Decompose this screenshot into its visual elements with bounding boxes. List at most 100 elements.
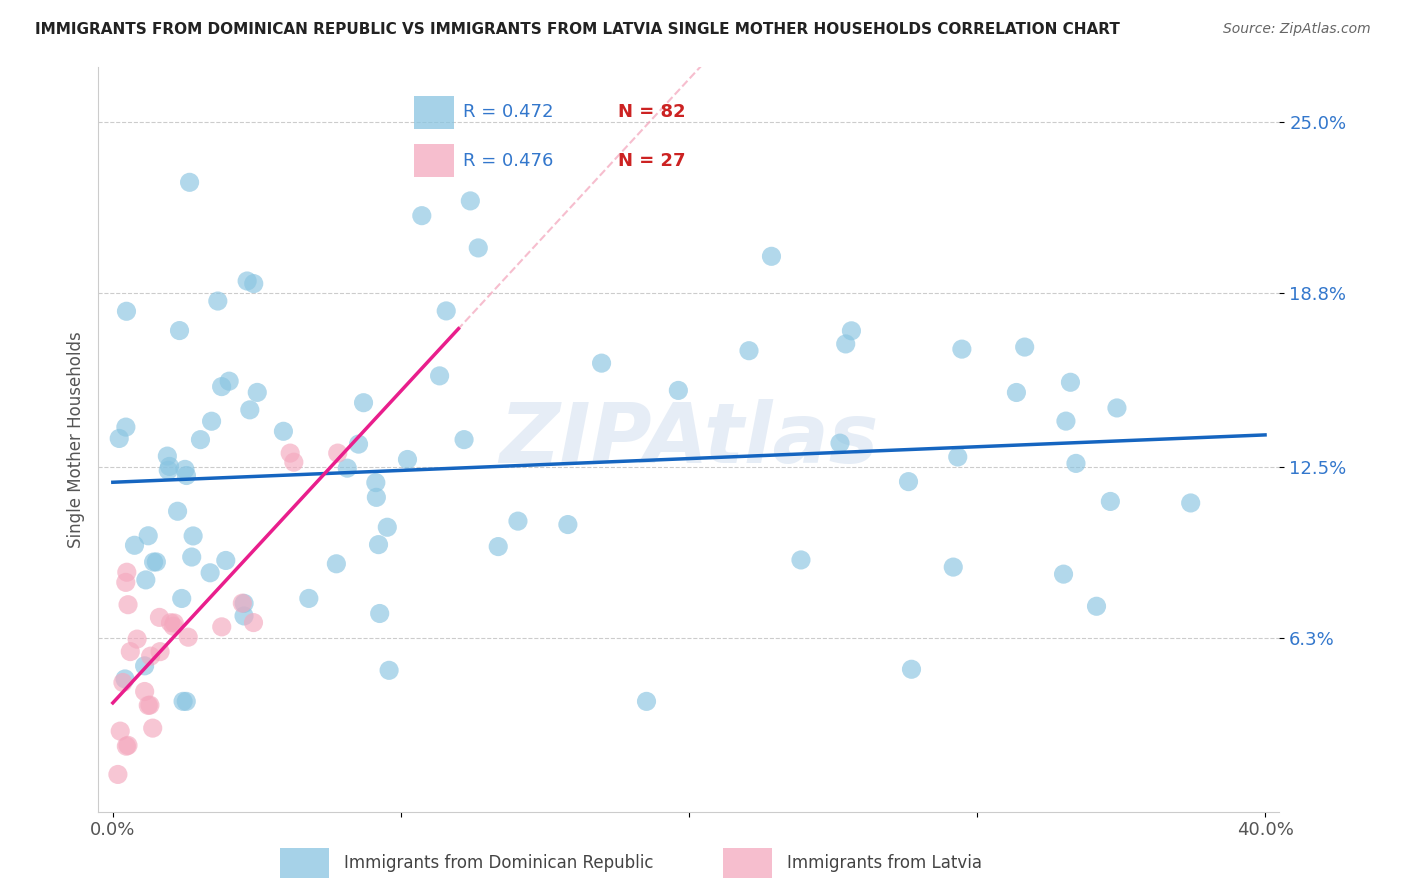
Point <box>170 591 193 606</box>
Point <box>215 553 238 567</box>
Point <box>134 658 156 673</box>
Point <box>897 475 920 489</box>
Point <box>841 324 863 338</box>
Point <box>177 630 200 644</box>
Point <box>115 739 138 754</box>
Point <box>181 529 204 543</box>
Point <box>325 557 347 571</box>
Point <box>211 379 233 393</box>
Point <box>136 698 159 713</box>
Point <box>411 209 433 223</box>
Point <box>211 620 233 634</box>
Point <box>114 672 136 686</box>
Point <box>366 491 388 505</box>
Point <box>453 433 475 447</box>
Point <box>429 368 451 383</box>
Point <box>364 475 387 490</box>
Text: N = 82: N = 82 <box>619 103 686 121</box>
Bar <box>413 145 454 177</box>
Point <box>156 449 179 463</box>
Point <box>1105 401 1128 415</box>
Point <box>636 694 658 708</box>
Point <box>506 514 529 528</box>
Point <box>200 414 222 428</box>
Point <box>946 450 969 464</box>
Text: Source: ZipAtlas.com: Source: ZipAtlas.com <box>1223 22 1371 37</box>
Text: Immigrants from Latvia: Immigrants from Latvia <box>787 854 981 872</box>
Point <box>236 274 259 288</box>
Point <box>368 607 391 621</box>
Point <box>174 694 197 708</box>
Point <box>145 555 167 569</box>
Point <box>1099 494 1122 508</box>
Point <box>278 446 301 460</box>
Point <box>557 517 579 532</box>
Point <box>353 395 375 409</box>
Point <box>198 566 221 580</box>
Point <box>375 520 398 534</box>
Point <box>460 194 482 208</box>
Text: R = 0.476: R = 0.476 <box>464 152 554 169</box>
Bar <box>723 848 772 878</box>
Point <box>1014 340 1036 354</box>
Point <box>1180 496 1202 510</box>
Point <box>246 385 269 400</box>
Point <box>1054 414 1077 428</box>
Point <box>233 609 256 624</box>
Point <box>1085 599 1108 614</box>
Point <box>107 767 129 781</box>
Point <box>828 436 851 450</box>
Point <box>157 463 180 477</box>
Text: Immigrants from Dominican Republic: Immigrants from Dominican Republic <box>343 854 654 872</box>
Point <box>135 573 157 587</box>
Point <box>117 739 139 753</box>
Point <box>142 555 165 569</box>
Point <box>467 241 489 255</box>
Point <box>666 384 689 398</box>
Point <box>231 596 253 610</box>
Point <box>1064 457 1087 471</box>
Point <box>835 337 858 351</box>
Point <box>115 566 138 580</box>
Y-axis label: Single Mother Households: Single Mother Households <box>66 331 84 548</box>
Point <box>942 560 965 574</box>
Point <box>336 461 359 475</box>
Point <box>900 662 922 676</box>
Text: IMMIGRANTS FROM DOMINICAN REPUBLIC VS IMMIGRANTS FROM LATVIA SINGLE MOTHER HOUSE: IMMIGRANTS FROM DOMINICAN REPUBLIC VS IM… <box>35 22 1121 37</box>
Point <box>242 615 264 630</box>
Point <box>283 455 305 469</box>
Point <box>159 615 181 630</box>
Point <box>166 504 188 518</box>
Point <box>108 432 131 446</box>
Point <box>738 343 761 358</box>
Point <box>1005 385 1028 400</box>
Point <box>950 342 973 356</box>
Point <box>396 452 419 467</box>
Point <box>125 632 148 646</box>
Point <box>1059 376 1081 390</box>
Point <box>148 610 170 624</box>
Point <box>190 433 212 447</box>
Point <box>162 619 184 633</box>
Point <box>111 675 134 690</box>
Point <box>139 698 162 712</box>
Bar <box>280 848 329 878</box>
Point <box>239 402 262 417</box>
Point <box>139 649 162 664</box>
Point <box>136 529 159 543</box>
Text: ZIPAtlas: ZIPAtlas <box>499 399 879 480</box>
Point <box>149 645 172 659</box>
Point <box>180 549 202 564</box>
Point <box>159 459 181 474</box>
Point <box>179 175 201 189</box>
Point <box>120 644 142 658</box>
Point <box>115 304 138 318</box>
Point <box>172 694 194 708</box>
Point <box>1052 567 1074 582</box>
Point <box>326 446 349 460</box>
Point <box>591 356 613 370</box>
Point <box>174 462 197 476</box>
Point <box>169 324 191 338</box>
Point <box>124 538 146 552</box>
Point <box>176 468 198 483</box>
